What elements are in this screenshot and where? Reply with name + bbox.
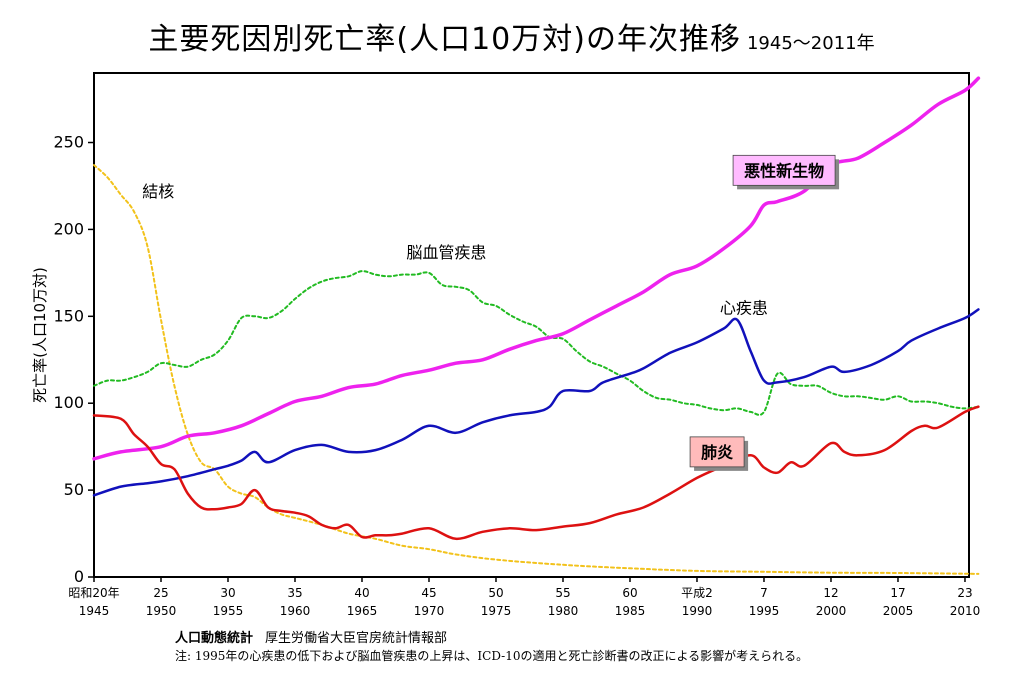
x-tick-label-year: 1945: [79, 604, 110, 618]
x-tick-label-year: 2010: [950, 604, 981, 618]
x-tick-label-era: 12: [823, 586, 838, 600]
annotation-label: 悪性新生物: [744, 161, 824, 180]
x-tick-label-era: 35: [287, 586, 302, 600]
x-tick-label-era: 17: [890, 586, 905, 600]
x-tick-label-year: 1965: [347, 604, 378, 618]
annotation-label: 脳血管疾患: [406, 243, 486, 262]
x-tick-label-year: 1985: [615, 604, 646, 618]
x-tick-label-year: 1995: [749, 604, 780, 618]
y-tick-label: 100: [53, 393, 84, 412]
x-tick-label-year: 1980: [548, 604, 579, 618]
x-tick-label-era: 平成2: [681, 586, 713, 600]
x-tick-label-year: 2005: [883, 604, 914, 618]
chart-title: 主要死因別死亡率(人口10万対)の年次推移 1945〜2011年: [0, 14, 1023, 58]
x-tick-label-year: 1975: [481, 604, 512, 618]
x-tick-label-year: 1970: [414, 604, 445, 618]
chart-title-sub: 1945〜2011年: [746, 33, 875, 54]
y-tick-label: 250: [53, 133, 84, 152]
x-tick-label-era: 60: [622, 586, 637, 600]
x-tick-label-year: 1950: [146, 604, 177, 618]
x-tick-label-era: 30: [220, 586, 235, 600]
y-tick-label: 200: [53, 219, 84, 238]
chart-title-main: 主要死因別死亡率(人口10万対)の年次推移: [148, 22, 741, 57]
x-tick-label-era: 昭和20年: [68, 586, 119, 600]
y-tick-label: 50: [64, 480, 84, 499]
annotation-box: [689, 436, 745, 468]
x-tick-label-year: 1960: [280, 604, 311, 618]
series-line-脳血管疾患: [93, 270, 980, 416]
x-tick-label-era: 7: [760, 586, 768, 600]
x-tick-label-era: 45: [421, 586, 436, 600]
source-line: 人口動態統計 厚生労働省大臣官房統計情報部: [175, 627, 447, 646]
source-name: 人口動態統計: [175, 631, 254, 646]
annotation-label: 肺炎: [701, 443, 733, 462]
series-line-心疾患: [92, 308, 980, 497]
y-axis-label: 死亡率(人口10万対): [31, 267, 49, 403]
x-tick-label-era: 50: [488, 586, 503, 600]
plot-frame: [93, 72, 970, 578]
source-department: 厚生労働省大臣官房統計情報部: [265, 631, 448, 646]
x-tick-label-year: 1990: [682, 604, 713, 618]
annotation-label: 結核: [142, 182, 174, 201]
y-tick-label: 0: [74, 567, 84, 586]
x-tick-label-year: 2000: [816, 604, 847, 618]
series-line-肺炎: [92, 405, 980, 541]
x-tick-label-era: 23: [957, 586, 972, 600]
footnote: 注: 1995年の心疾患の低下および脳血管疾患の上昇は、ICD-10の適用と死亡…: [175, 649, 809, 663]
series-line-悪性新生物: [92, 76, 981, 461]
x-tick-label-year: 1955: [213, 604, 244, 618]
x-tick-label-era: 40: [354, 586, 369, 600]
x-tick-label-era: 55: [555, 586, 570, 600]
annotation-box: [732, 154, 836, 186]
x-tick-label-era: 25: [153, 586, 168, 600]
series-line-結核: [93, 164, 980, 575]
y-tick-label: 150: [53, 306, 84, 325]
annotation-label: 心疾患: [720, 299, 768, 318]
